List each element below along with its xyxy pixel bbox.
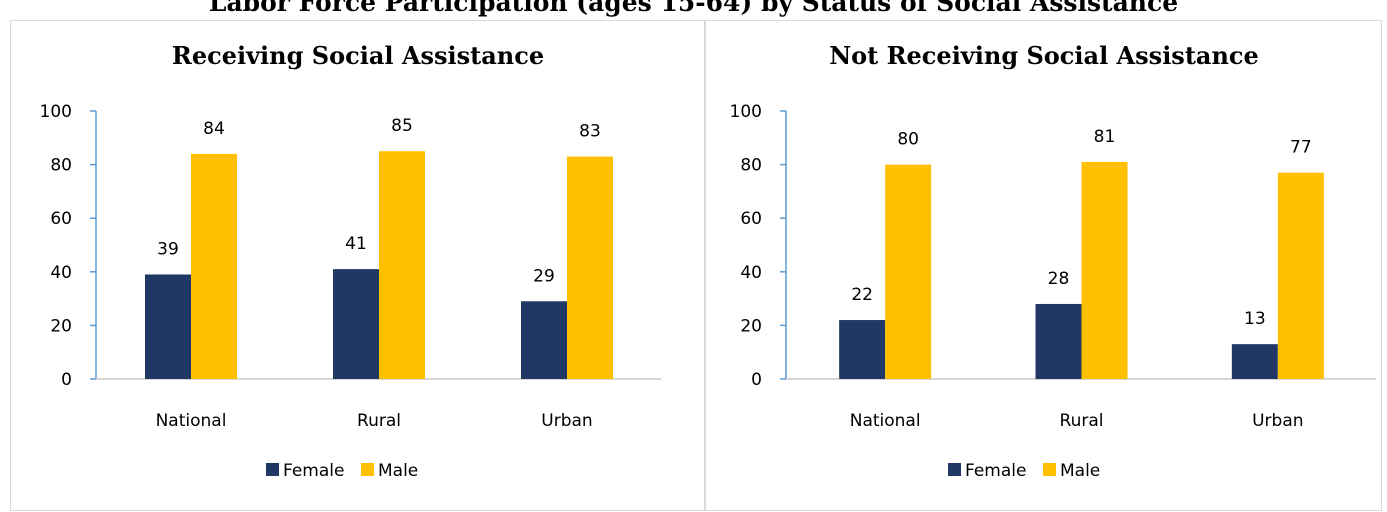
bar-male xyxy=(1081,161,1128,379)
chart-title: Not Receiving Social Assistance xyxy=(829,41,1259,70)
bar-male xyxy=(1277,172,1324,379)
data-label: 80 xyxy=(897,130,919,150)
bar-female xyxy=(333,269,379,379)
data-label: 13 xyxy=(1244,309,1266,329)
chart-receiving: Receiving Social Assistance 0 20 40 60 80 100 3… xyxy=(40,41,661,481)
category-label: National xyxy=(850,411,921,431)
category-label: Rural xyxy=(357,411,401,431)
data-label: 85 xyxy=(391,116,413,136)
data-label: 39 xyxy=(157,239,179,259)
category-label: Urban xyxy=(1252,411,1303,431)
legend-label-male: Male xyxy=(1060,461,1100,481)
data-label: 29 xyxy=(533,266,555,286)
chart-title: Receiving Social Assistance xyxy=(172,41,544,70)
y-tick-label: 0 xyxy=(61,370,72,390)
chart-panel-receiving: Receiving Social Assistance 0 20 40 60 80 100 3… xyxy=(10,20,705,511)
y-tick-label: 0 xyxy=(751,370,762,390)
y-tick-label: 20 xyxy=(50,316,72,336)
legend-swatch-female xyxy=(266,463,279,476)
bar-female xyxy=(1035,303,1082,379)
legend-swatch-male xyxy=(1043,463,1056,476)
category-label: National xyxy=(156,411,227,431)
bar-female xyxy=(1231,344,1278,379)
bar-male xyxy=(379,151,425,379)
y-tick-label: 40 xyxy=(50,263,72,283)
y-tick-label: 40 xyxy=(740,263,762,283)
y-tick-label: 60 xyxy=(740,209,762,229)
bar-male xyxy=(567,156,613,379)
bar-female xyxy=(521,301,567,379)
legend-swatch-male xyxy=(361,463,374,476)
data-label: 77 xyxy=(1290,138,1312,158)
bar-female xyxy=(839,320,886,379)
legend-label-female: Female xyxy=(965,461,1026,481)
y-tick-label: 100 xyxy=(730,102,762,122)
data-label: 84 xyxy=(203,119,225,139)
page-title: Labor Force Participation (ages 15-64) b… xyxy=(208,0,1179,17)
data-label: 22 xyxy=(851,285,873,305)
bar-male xyxy=(191,153,237,379)
legend-label-male: Male xyxy=(378,461,418,481)
data-label: 81 xyxy=(1094,127,1116,147)
category-label: Urban xyxy=(541,411,592,431)
y-tick-label: 60 xyxy=(50,209,72,229)
y-tick-label: 100 xyxy=(40,102,72,122)
bar-male xyxy=(885,164,932,379)
y-tick-label: 20 xyxy=(740,316,762,336)
legend-swatch-female xyxy=(948,463,961,476)
category-label: Rural xyxy=(1060,411,1104,431)
data-label: 83 xyxy=(579,122,601,142)
chart-panel-not-receiving: Not Receiving Social Assistance 0 20 40 60 80… xyxy=(705,20,1382,511)
y-tick-label: 80 xyxy=(740,156,762,176)
legend-label-female: Female xyxy=(283,461,344,481)
data-label: 41 xyxy=(345,234,367,254)
data-label: 28 xyxy=(1048,269,1070,289)
chart-not-receiving: Not Receiving Social Assistance 0 20 40 60 80… xyxy=(730,41,1376,481)
y-tick-label: 80 xyxy=(50,156,72,176)
bar-female xyxy=(145,274,191,379)
